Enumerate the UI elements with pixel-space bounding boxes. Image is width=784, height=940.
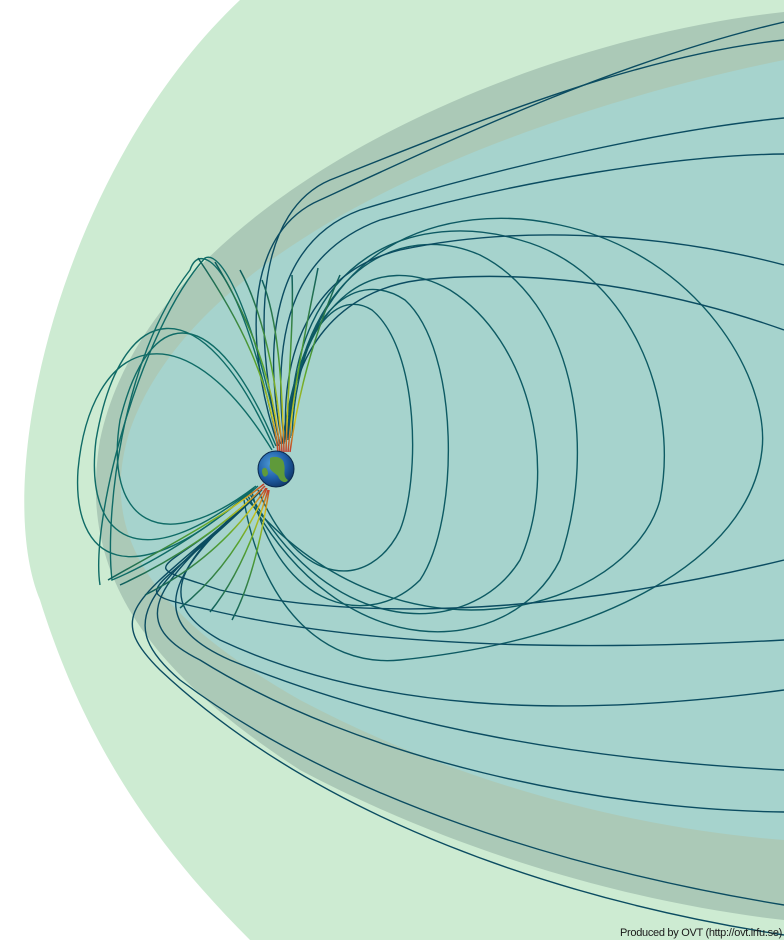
field-line (289, 274, 341, 453)
field-line (144, 487, 267, 596)
field-line (155, 499, 784, 647)
field-line (263, 39, 784, 445)
field-line (209, 489, 269, 613)
field-line (287, 267, 319, 453)
earth-continent-shape (269, 456, 288, 483)
field-line (131, 497, 784, 936)
earth (257, 450, 295, 488)
field-line (165, 499, 784, 610)
field-line (284, 234, 784, 441)
field-line (243, 217, 764, 662)
field-line (261, 279, 285, 453)
earth-continent-shape (262, 467, 268, 477)
field-line (179, 487, 268, 609)
field-line (107, 483, 265, 581)
field-line (231, 489, 270, 621)
field-line (245, 230, 665, 611)
field-line (197, 257, 279, 453)
field-line (214, 261, 281, 453)
field-line (93, 327, 275, 541)
field-line (255, 21, 784, 447)
field-line (116, 332, 277, 525)
northern-tail-lobe-lines (255, 21, 784, 447)
field-line (98, 256, 281, 586)
field-line (247, 243, 579, 633)
field-line (239, 269, 283, 453)
south-polar-cusp-lines (107, 483, 270, 621)
field-line (156, 493, 784, 813)
field-line (119, 485, 266, 586)
field-line (257, 303, 414, 572)
dayside-field-lines (76, 256, 281, 586)
field-line (76, 353, 273, 558)
field-line (280, 153, 784, 441)
field-line (273, 117, 784, 443)
field-line (285, 274, 294, 453)
field-line (287, 275, 784, 439)
north-polar-cusp-lines (197, 257, 341, 453)
credit-label: Produced by OVT (http://ovt.irfu.se) (619, 927, 782, 939)
